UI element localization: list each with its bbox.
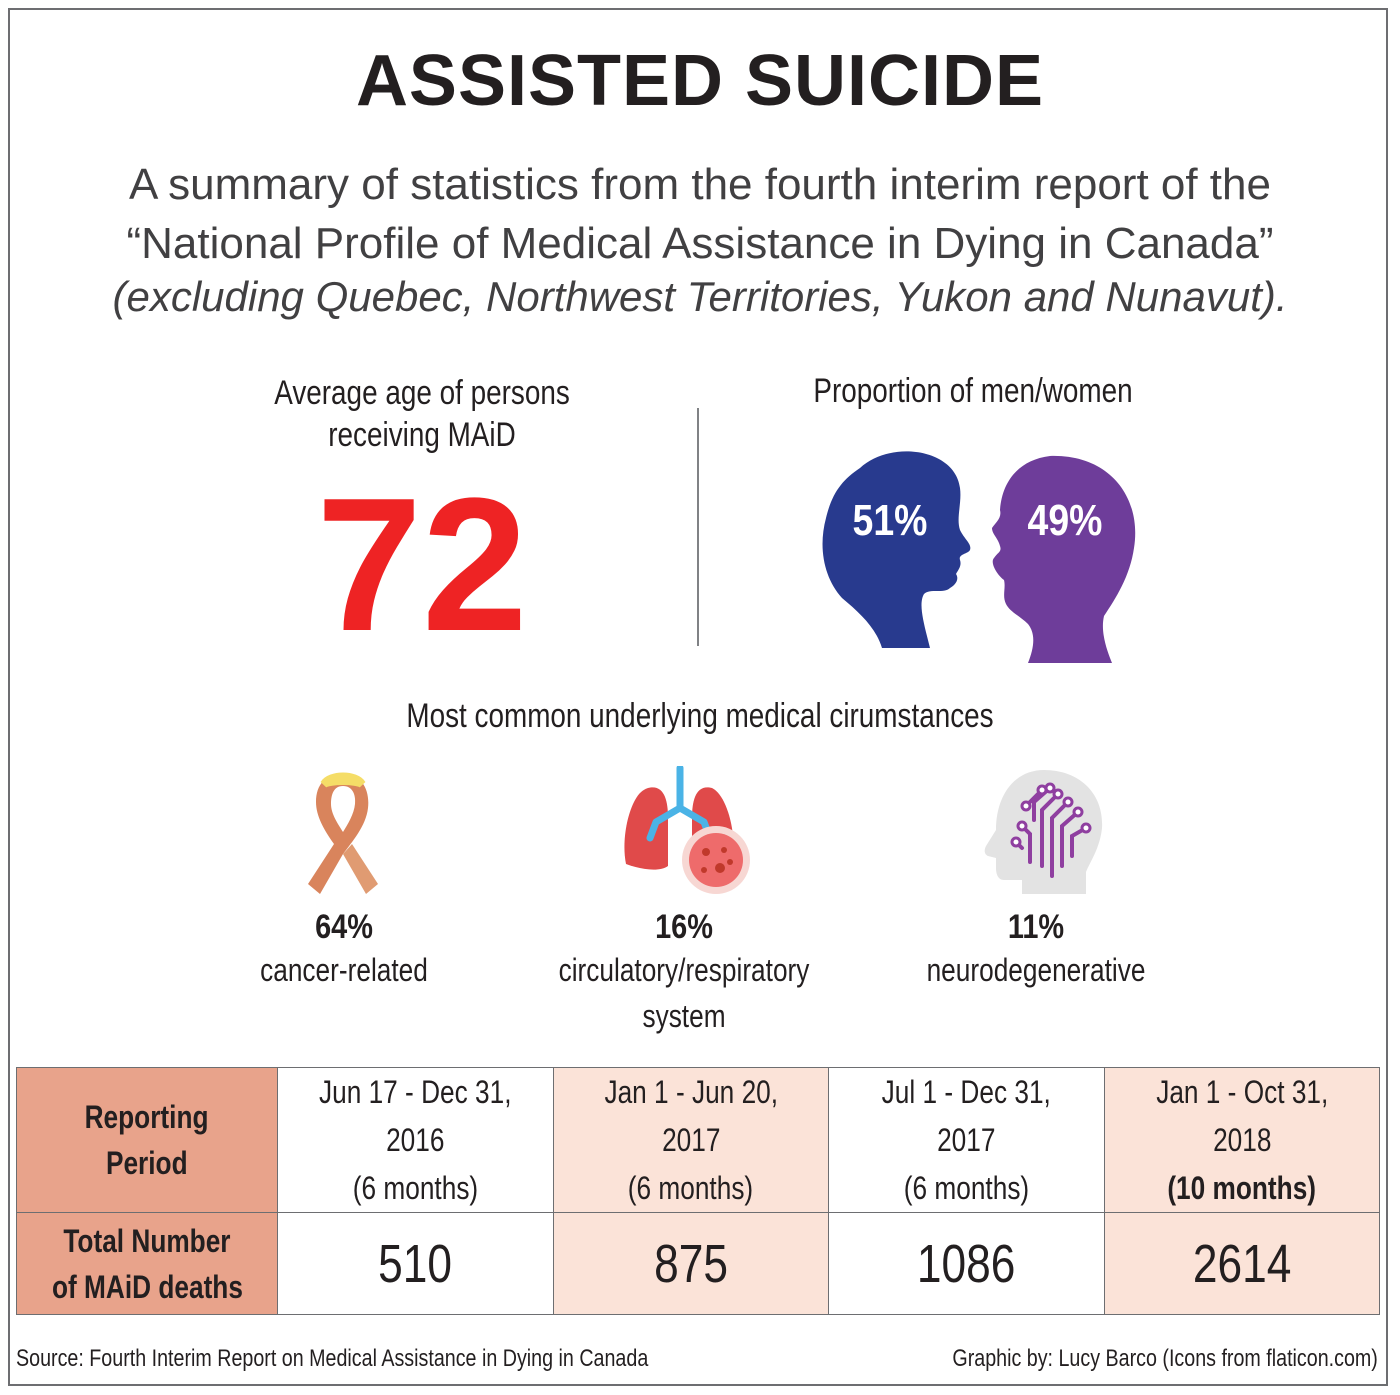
- period-range: Jan 1 - Jun 20, 2017: [603, 1074, 778, 1158]
- subtitle-line-2: “National Profile of Medical Assistance …: [126, 219, 1274, 268]
- deaths-count: 2614: [1192, 1233, 1291, 1294]
- average-age-label-line-1: Average age of persons: [274, 374, 570, 412]
- deaths-count: 510: [378, 1233, 453, 1294]
- cause-percentage: 16%: [655, 908, 713, 946]
- average-age-label-line-2: receiving MAiD: [328, 416, 516, 454]
- cause-label: circulatory/respiratory: [558, 952, 810, 988]
- period-range: Jan 1 - Oct 31, 2018: [1155, 1074, 1328, 1158]
- female-head-silhouette-icon: [992, 455, 1136, 663]
- period-cell: Jan 1 - Oct 31, 2018 (10 months): [1103, 1067, 1380, 1213]
- period-range: Jul 1 - Dec 31, 2017: [881, 1074, 1051, 1158]
- source-note: Source: Fourth Interim Report on Medical…: [16, 1345, 649, 1372]
- women-percentage: 49%: [1027, 496, 1103, 545]
- row-header-line-2: of MAiD deaths: [51, 1268, 243, 1305]
- deaths-count: 875: [653, 1233, 728, 1294]
- subtitle-line-3: (excluding Quebec, Northwest Territories…: [112, 273, 1288, 320]
- row-header-line-1: Total Number: [63, 1222, 231, 1259]
- average-age-label: Average age of persons receiving MAiD: [258, 372, 586, 456]
- average-age-value: 72: [316, 459, 528, 671]
- causes-heading: Most common underlying medical cirumstan…: [406, 697, 994, 735]
- period-duration: (6 months): [352, 1170, 478, 1206]
- cause-percentage: 64%: [315, 908, 373, 946]
- reporting-table: Reporting Period Jun 17 - Dec 31, 2016 (…: [16, 1067, 1380, 1315]
- infographic-frame: [8, 8, 1388, 1386]
- table-row-reporting-period: Reporting Period Jun 17 - Dec 31, 2016 (…: [16, 1067, 1380, 1213]
- page-title: ASSISTED SUICIDE: [355, 41, 1045, 121]
- gender-heads-graphic: [822, 451, 1136, 663]
- cause-item-circulatory: 16% circulatory/respiratory system: [524, 908, 844, 1039]
- table-row-total-deaths: Total Number of MAiD deaths 510 875 1086…: [16, 1212, 1380, 1315]
- row-header-line-2: Period: [106, 1145, 188, 1181]
- period-duration: (6 months): [903, 1170, 1029, 1206]
- cause-item-cancer: 64% cancer-related: [184, 908, 504, 993]
- row-header-line-1: Reporting: [85, 1099, 209, 1135]
- period-cell: Jul 1 - Dec 31, 2017 (6 months): [828, 1067, 1105, 1213]
- cause-label: neurodegenerative: [926, 952, 1146, 988]
- men-percentage: 51%: [852, 496, 928, 545]
- deaths-cell: 875: [552, 1212, 829, 1315]
- deaths-cell: 1086: [828, 1212, 1105, 1315]
- section-divider: [697, 408, 699, 646]
- row-header-reporting-period: Reporting Period: [16, 1067, 278, 1213]
- period-duration: (6 months): [628, 1170, 754, 1206]
- cause-label: cancer-related: [260, 952, 428, 988]
- deaths-cell: 2614: [1103, 1212, 1380, 1315]
- subtitle-line-1: A summary of statistics from the fourth …: [129, 160, 1271, 209]
- cause-label-line-2: system: [642, 998, 726, 1034]
- deaths-cell: 510: [277, 1212, 554, 1315]
- graphic-credit: Graphic by: Lucy Barco (Icons from flati…: [952, 1345, 1378, 1372]
- period-cell: Jan 1 - Jun 20, 2017 (6 months): [552, 1067, 829, 1213]
- row-header-total-deaths: Total Number of MAiD deaths: [16, 1212, 278, 1315]
- period-cell: Jun 17 - Dec 31, 2016 (6 months): [277, 1067, 554, 1213]
- brain-circuit-icon: [984, 770, 1103, 894]
- period-range: Jun 17 - Dec 31, 2016: [318, 1074, 512, 1158]
- male-head-silhouette-icon: [822, 451, 971, 648]
- cause-percentage: 11%: [1007, 908, 1065, 946]
- period-duration: (10 months): [1167, 1170, 1317, 1206]
- ribbon-icon: [308, 772, 378, 894]
- cause-item-neurodegenerative: 11% neurodegenerative: [876, 908, 1196, 993]
- gender-proportion-label: Proportion of men/women: [813, 372, 1133, 410]
- lungs-icon: [624, 766, 750, 894]
- deaths-count: 1086: [916, 1233, 1016, 1294]
